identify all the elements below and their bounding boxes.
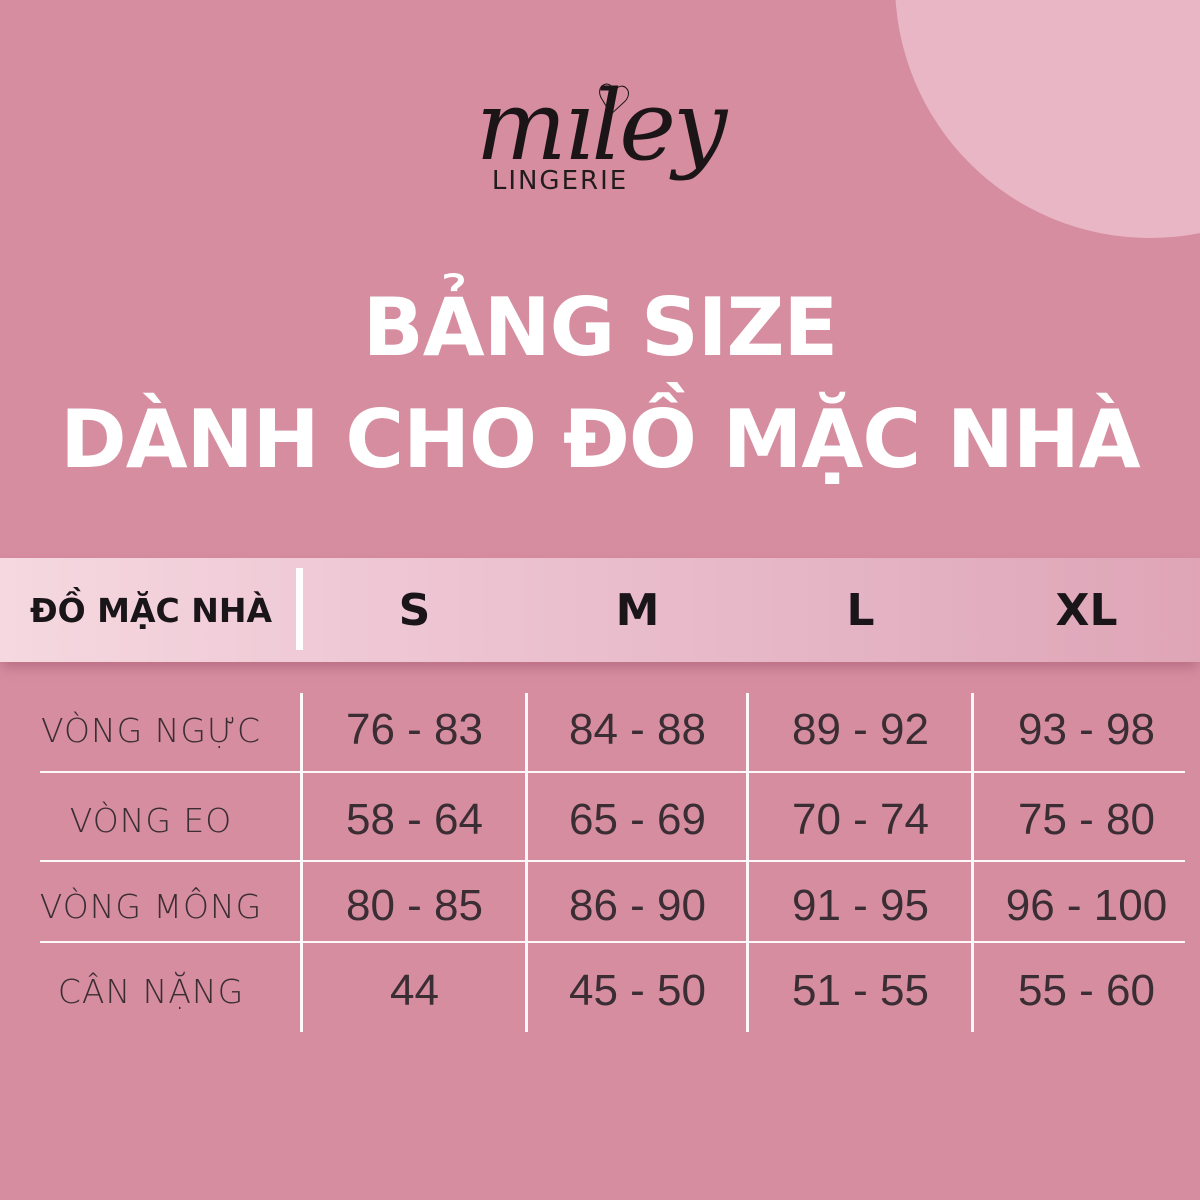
- header-divider-line: [296, 568, 303, 650]
- grid-vertical-line: [971, 693, 974, 1032]
- cell-weight-xl: 55 - 60: [1018, 966, 1155, 1015]
- cell-weight-m: 45 - 50: [569, 966, 706, 1015]
- cell-waist-xl: 75 - 80: [1018, 795, 1155, 844]
- cell-hip-m: 86 - 90: [569, 881, 706, 930]
- title-line-2: DÀNH CHO ĐỒ MẶC NHÀ: [60, 393, 1140, 486]
- row-label: VÒNG NGỰC: [40, 710, 262, 750]
- row-label: CÂN NẶNG: [57, 971, 245, 1011]
- brand-logo-script: mıley: [475, 70, 727, 182]
- table-row-chest: VÒNG NGỰC 76 - 83 84 - 88 89 - 92 93 - 9…: [0, 700, 1200, 760]
- heart-icon: ♡: [590, 73, 635, 128]
- title-line-1: BẢNG SIZE: [362, 281, 838, 374]
- grid-horizontal-line: [40, 941, 1185, 943]
- grid-vertical-line: [525, 693, 528, 1032]
- grid-horizontal-line: [40, 771, 1185, 773]
- cell-weight-s: 44: [390, 966, 439, 1015]
- table-header-row: ĐỒ MẶC NHÀ S M L XL: [0, 558, 1200, 662]
- cell-waist-m: 65 - 69: [569, 795, 706, 844]
- cell-hip-l: 91 - 95: [792, 881, 929, 930]
- brand-subtitle-text: LINGERIE: [491, 166, 629, 196]
- table-row-hip: VÒNG MÔNG 80 - 85 86 - 90 91 - 95 96 - 1…: [0, 876, 1200, 936]
- header-size-xl: XL: [1055, 584, 1118, 636]
- header-size-l: L: [846, 584, 875, 636]
- brand-logo-subtitle: LINGERIE: [0, 166, 1200, 196]
- row-label: VÒNG MÔNG: [39, 886, 263, 926]
- cell-waist-s: 58 - 64: [346, 795, 483, 844]
- header-size-m: M: [615, 584, 660, 636]
- cell-weight-l: 51 - 55: [792, 966, 929, 1015]
- row-label: VÒNG EO: [69, 800, 233, 840]
- cell-chest-s: 76 - 83: [346, 705, 483, 754]
- grid-vertical-line: [300, 693, 303, 1032]
- cell-chest-l: 89 - 92: [792, 705, 929, 754]
- cell-hip-xl: 96 - 100: [1005, 881, 1168, 930]
- grid-horizontal-line: [40, 860, 1185, 862]
- grid-vertical-line: [746, 693, 749, 1032]
- table-row-waist: VÒNG EO 58 - 64 65 - 69 70 - 74 75 - 80: [0, 790, 1200, 850]
- cell-chest-xl: 93 - 98: [1018, 705, 1155, 754]
- page-title: BẢNG SIZE DÀNH CHO ĐỒ MẶC NHÀ: [0, 272, 1200, 496]
- table-row-weight: CÂN NẶNG 44 45 - 50 51 - 55 55 - 60: [0, 961, 1200, 1021]
- cell-chest-m: 84 - 88: [569, 705, 706, 754]
- header-category-label: ĐỒ MẶC NHÀ: [29, 590, 273, 630]
- cell-hip-s: 80 - 85: [346, 881, 483, 930]
- cell-waist-l: 70 - 74: [792, 795, 929, 844]
- header-size-s: S: [398, 584, 431, 636]
